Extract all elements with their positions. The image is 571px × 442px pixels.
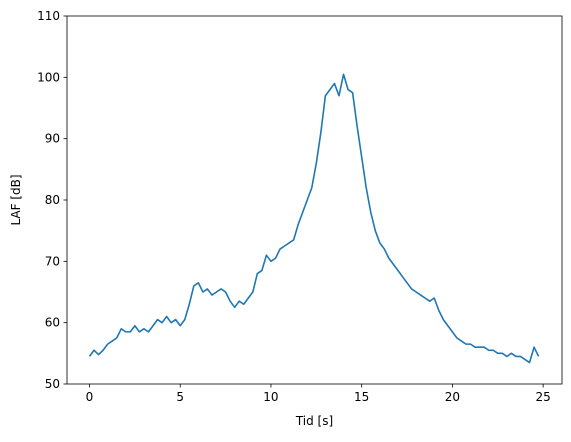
data-line (88, 73, 540, 364)
x-tick-label: 0 (86, 390, 94, 404)
y-tick-label: 100 (37, 70, 60, 84)
y-tick-label: 110 (37, 9, 60, 23)
x-tick-label: 5 (176, 390, 184, 404)
x-tick-label: 20 (445, 390, 460, 404)
y-tick-label: 80 (45, 193, 60, 207)
x-tick-label: 25 (535, 390, 550, 404)
y-tick-label: 50 (45, 377, 60, 391)
y-tick-label: 70 (45, 254, 60, 268)
y-axis-label: LAF [dB] (9, 174, 23, 225)
y-tick-label: 90 (45, 132, 60, 146)
y-tick-label: 60 (45, 316, 60, 330)
x-tick-label: 15 (354, 390, 369, 404)
x-axis-label: Tid [s] (295, 414, 333, 428)
x-tick-label: 10 (263, 390, 278, 404)
plot-frame (66, 15, 563, 385)
